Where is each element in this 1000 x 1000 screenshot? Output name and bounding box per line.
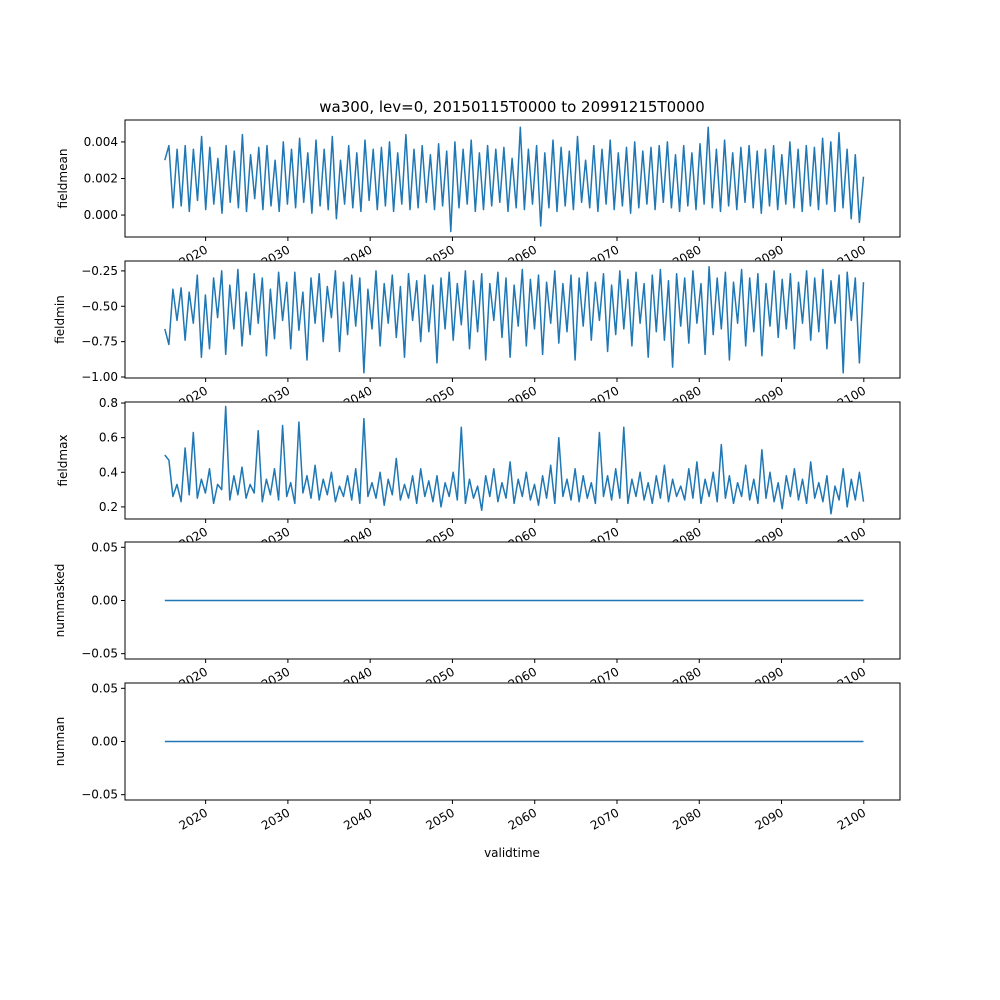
y-tick-label: 0.8 (99, 396, 118, 410)
y-tick-label: −1.00 (81, 370, 118, 384)
y-axis-label: nummasked (53, 564, 67, 638)
y-tick-label: 0.2 (99, 500, 118, 514)
y-axis-label: fieldmean (56, 149, 70, 209)
y-tick-label: 0.004 (84, 135, 118, 149)
y-tick-label: 0.05 (91, 540, 118, 554)
y-tick-label: 0.00 (91, 735, 118, 749)
axes-background (125, 402, 900, 519)
y-axis-label: numnan (53, 717, 67, 766)
series-line-fieldmin (164, 265, 865, 374)
axes-frame (124, 401, 901, 520)
series-line-fieldmax (164, 405, 865, 515)
y-tick-label: 0.000 (84, 208, 118, 222)
y-tick-label: −0.75 (81, 335, 118, 349)
y-axis-label: fieldmin (53, 295, 67, 344)
axes-frame (124, 260, 901, 379)
y-tick-label: 0.4 (99, 465, 118, 479)
y-tick-label: 0.002 (84, 172, 118, 186)
y-tick-label: 0.6 (99, 431, 118, 445)
y-tick-label: 0.05 (91, 681, 118, 695)
chart-title: wa300, lev=0, 20150115T0000 to 20991215T… (319, 98, 705, 116)
y-tick-label: −0.05 (81, 788, 118, 802)
y-tick-label: −0.05 (81, 647, 118, 661)
y-tick-label: −0.25 (81, 264, 118, 278)
y-tick-label: 0.00 (91, 594, 118, 608)
y-tick-label: −0.50 (81, 299, 118, 313)
y-axis-label: fieldmax (56, 434, 70, 486)
series-line-fieldmean (164, 126, 865, 233)
x-axis-label: validtime (484, 846, 540, 860)
